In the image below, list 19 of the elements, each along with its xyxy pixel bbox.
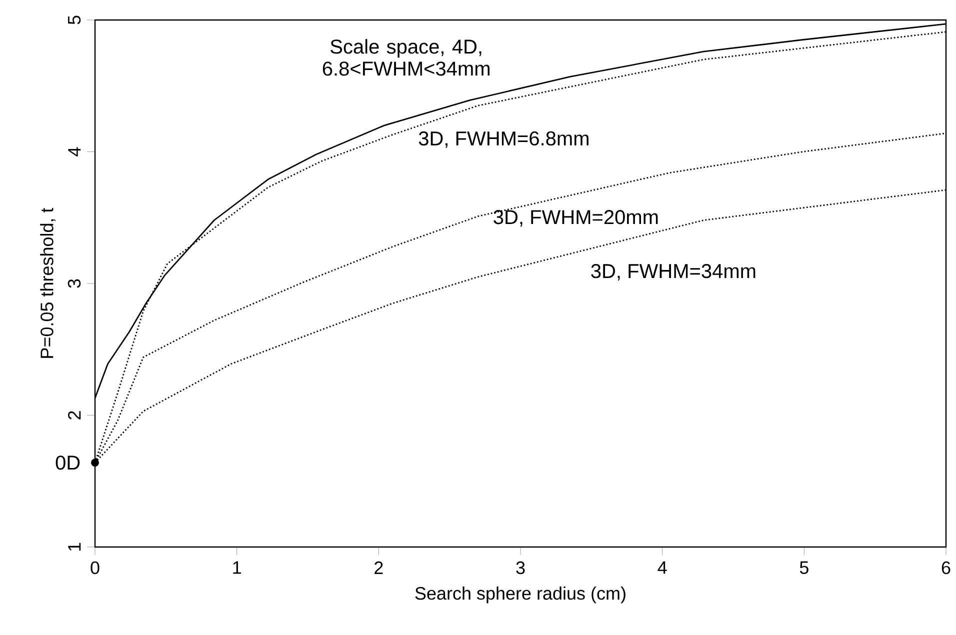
x-tick-label: 6 [942, 561, 950, 574]
series-label: 3D, FWHM=34mm [591, 264, 756, 281]
x-tick-label: 5 [800, 561, 808, 574]
series-label: 3D, FWHM=20mm [494, 210, 658, 227]
y-tick-label: 1 [68, 542, 81, 551]
x-tick-label: 0 [90, 561, 100, 574]
annotation: 0D [56, 456, 80, 470]
y-tick-label: 4 [68, 147, 81, 156]
y-tick-label: 3 [68, 279, 81, 288]
series-label: 3D, FWHM=6.8mm [418, 131, 588, 148]
y-tick-label: 5 [68, 16, 81, 24]
x-tick-label: 2 [374, 561, 383, 574]
x-tick-label: 1 [233, 561, 241, 574]
y-axis-title: P=0.05 threshold, t [40, 208, 56, 358]
series-label: Scale space, 4D, 6.8<FWHM<34mm [322, 39, 490, 76]
y-tick-label: 2 [68, 411, 81, 420]
x-tick-label: 3 [516, 561, 525, 574]
x-tick-label: 4 [658, 561, 667, 574]
x-axis-title: Search sphere radius (cm) [415, 586, 626, 604]
